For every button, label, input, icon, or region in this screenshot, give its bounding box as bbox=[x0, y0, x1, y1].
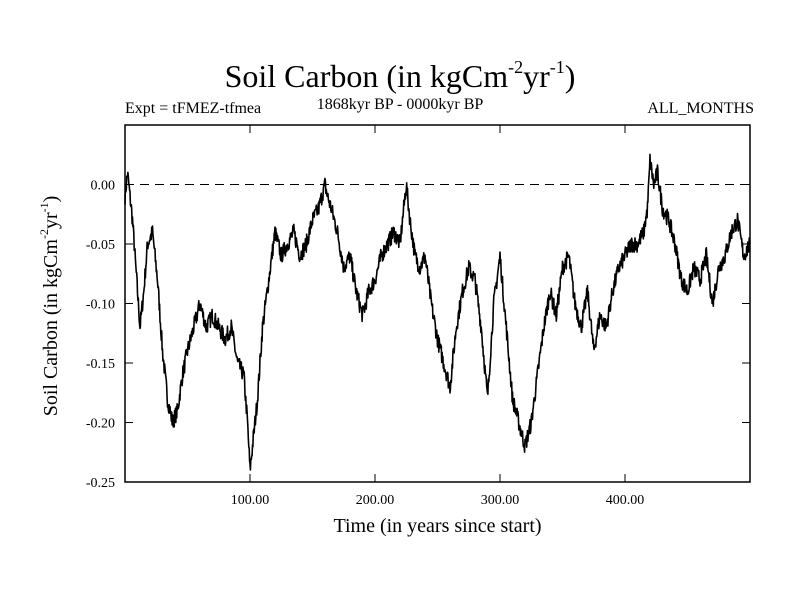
x-tick-label: 200.00 bbox=[356, 493, 395, 508]
y-tick-label: -0.15 bbox=[86, 357, 115, 372]
x-axis-label: Time (in years since start) bbox=[333, 515, 541, 537]
x-tick-label: 300.00 bbox=[481, 493, 520, 508]
y-tick-label: -0.05 bbox=[86, 238, 115, 253]
experiment-label: Expt = tFMEZ-tfmea bbox=[125, 100, 262, 117]
chart-title: Soil Carbon (in kgCm-2yr-1) bbox=[224, 57, 576, 94]
y-tick-label: 0.00 bbox=[91, 179, 116, 194]
y-axis: 0.00 -0.05 -0.10 -0.15 -0.20 -0.25 bbox=[86, 179, 750, 491]
y-tick-label: -0.10 bbox=[86, 298, 115, 313]
x-tick-label: 100.00 bbox=[231, 493, 270, 508]
x-tick-label: 400.00 bbox=[606, 493, 645, 508]
series-line-soil-carbon bbox=[124, 153, 751, 471]
time-range-label: 1868kyr BP - 0000kyr BP bbox=[316, 96, 484, 113]
months-label: ALL_MONTHS bbox=[647, 100, 754, 117]
y-tick-label: -0.25 bbox=[86, 476, 115, 491]
y-tick-label: -0.20 bbox=[86, 417, 115, 432]
x-axis: 100.00 200.00 300.00 400.00 bbox=[231, 125, 645, 508]
